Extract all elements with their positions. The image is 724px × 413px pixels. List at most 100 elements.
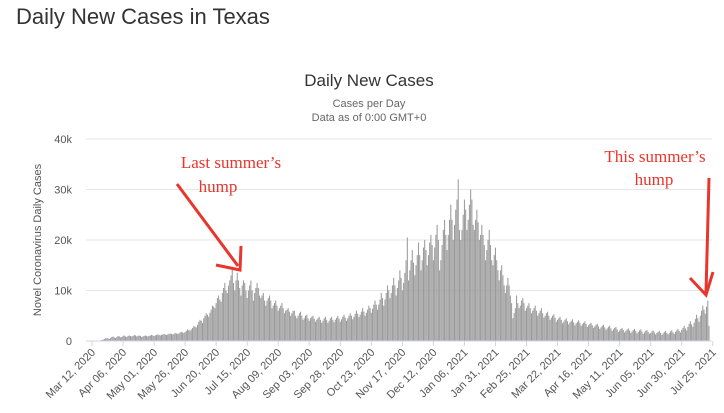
- bar: [673, 333, 675, 341]
- bar: [378, 304, 380, 341]
- bar: [172, 334, 174, 341]
- bar: [179, 332, 181, 341]
- bar: [216, 298, 218, 341]
- bar: [308, 320, 310, 341]
- bar: [273, 303, 276, 342]
- bar: [468, 204, 470, 341]
- bar: [374, 300, 376, 341]
- bar: [668, 332, 670, 341]
- bar: [570, 320, 572, 341]
- bar: [549, 319, 551, 341]
- bar: [600, 327, 602, 341]
- bar: [694, 318, 696, 341]
- bar: [516, 295, 518, 341]
- bar: [105, 338, 107, 341]
- bar: [543, 317, 545, 341]
- bar: [252, 300, 254, 341]
- bar: [156, 334, 158, 341]
- bar: [708, 325, 710, 341]
- bar: [257, 287, 259, 341]
- bar: [153, 335, 155, 341]
- bar: [115, 337, 117, 341]
- bar: [312, 315, 314, 341]
- bar: [707, 300, 709, 341]
- bar: [142, 336, 144, 341]
- bar: [580, 325, 582, 341]
- bar: [220, 301, 222, 341]
- bar: [183, 332, 185, 341]
- bar: [607, 326, 609, 341]
- bar: [406, 237, 408, 341]
- bar: [496, 260, 498, 341]
- bar: [624, 332, 626, 341]
- bar: [460, 240, 462, 341]
- bar: [365, 312, 367, 341]
- bar: [663, 331, 665, 341]
- bar: [295, 315, 297, 341]
- bar: [197, 324, 199, 341]
- bar: [175, 333, 177, 341]
- chart-title: Daily New Cases: [304, 71, 433, 90]
- bar: [321, 322, 323, 341]
- bar: [696, 314, 698, 341]
- bar: [237, 280, 240, 341]
- bar: [523, 303, 525, 342]
- bar: [476, 209, 478, 341]
- bar: [355, 310, 357, 341]
- bar: [427, 255, 429, 341]
- bar: [550, 317, 552, 341]
- bar: [508, 285, 510, 341]
- bar: [699, 315, 701, 341]
- bar: [235, 280, 237, 341]
- bar: [244, 282, 246, 341]
- bar: [463, 199, 465, 341]
- bar: [527, 305, 529, 341]
- annotation-last-summer-line-1: Last summer’s: [181, 153, 281, 172]
- bar: [277, 310, 279, 341]
- bar: [648, 333, 650, 341]
- bar: [651, 331, 653, 341]
- bar: [641, 331, 643, 341]
- bar: [704, 313, 706, 341]
- y-axis-tick-labels: 0 10k 20k 30k 40k: [54, 134, 72, 348]
- bar: [370, 312, 372, 341]
- bar: [437, 240, 439, 341]
- bar: [635, 330, 637, 341]
- bar: [522, 298, 524, 341]
- bar: [394, 285, 396, 341]
- bar: [350, 315, 352, 341]
- bar: [234, 290, 236, 341]
- bar: [157, 334, 159, 341]
- bar: [471, 199, 473, 341]
- bar: [132, 335, 134, 341]
- bar: [149, 335, 151, 341]
- bar: [375, 304, 377, 341]
- bar: [504, 293, 506, 341]
- bar: [679, 332, 681, 341]
- bar: [302, 319, 304, 341]
- bar: [566, 321, 568, 341]
- bar: [168, 333, 170, 341]
- bar: [327, 322, 329, 341]
- bar: [568, 324, 570, 341]
- bar: [434, 247, 436, 341]
- bar: [381, 298, 384, 341]
- bar: [631, 331, 633, 341]
- bar: [174, 332, 176, 341]
- bar: [267, 298, 269, 341]
- bar: [260, 298, 262, 341]
- bar: [467, 219, 469, 341]
- bar: [683, 325, 685, 341]
- bar: [553, 314, 555, 341]
- annotation-last-summer-arrow: [175, 183, 240, 267]
- bar: [390, 293, 392, 341]
- bar: [586, 326, 588, 341]
- bar: [305, 315, 307, 341]
- bar: [602, 324, 604, 341]
- bar: [662, 333, 664, 341]
- bar: [159, 335, 161, 341]
- bar: [259, 295, 261, 341]
- bar: [554, 317, 556, 341]
- bar: [188, 329, 190, 341]
